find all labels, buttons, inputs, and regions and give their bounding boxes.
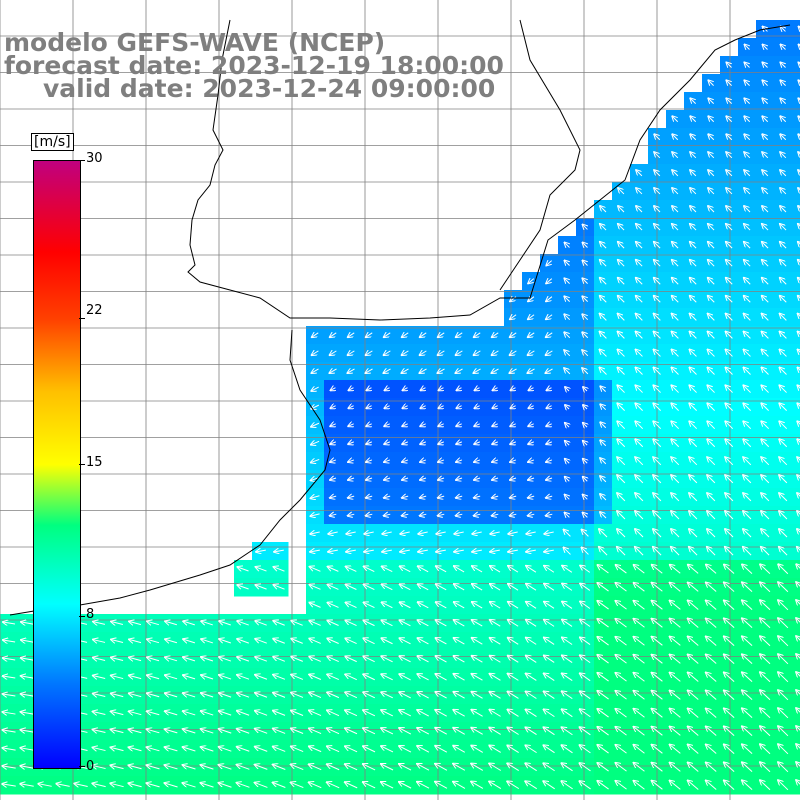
wind-speed-cell xyxy=(792,92,800,111)
wind-vector xyxy=(744,98,751,105)
wind-speed-cell xyxy=(792,686,800,705)
wind-speed-cell xyxy=(792,506,800,525)
wind-vector xyxy=(708,98,715,105)
wind-speed-cell xyxy=(792,560,800,579)
wind-vector xyxy=(798,62,800,67)
wind-speed-cell xyxy=(792,488,800,507)
wind-vector xyxy=(762,98,769,105)
wind-speed-cell xyxy=(792,20,800,39)
wind-speed-cell xyxy=(792,722,800,741)
wind-vector xyxy=(781,27,786,32)
wind-speed-cell xyxy=(792,272,800,291)
wind-vector xyxy=(780,62,785,67)
wind-speed-cell xyxy=(792,200,800,219)
wind-vector xyxy=(708,80,713,85)
wind-speed-cell xyxy=(792,164,800,183)
wind-speed-cell xyxy=(792,434,800,453)
wind-speed-cell xyxy=(792,74,800,93)
wind-vector xyxy=(708,116,715,123)
colorbar-tick xyxy=(79,616,85,617)
colorbar-label-22: 22 xyxy=(86,303,103,318)
wind-speed-cell xyxy=(792,740,800,759)
colorbar-tick xyxy=(79,766,85,767)
wind-speed-cell xyxy=(792,146,800,165)
wind-vector xyxy=(744,80,749,85)
wind-speed-cell xyxy=(792,236,800,255)
wind-speed-cell xyxy=(792,596,800,615)
wind-speed-cell xyxy=(792,632,800,651)
colorbar-tick xyxy=(79,318,85,319)
colorbar-label-30: 30 xyxy=(86,151,103,166)
wind-vector xyxy=(799,45,800,50)
wind-vector xyxy=(780,98,787,105)
wind-vector xyxy=(762,80,767,85)
wind-speed-cell xyxy=(792,254,800,273)
wind-speed-cell xyxy=(792,614,800,633)
wind-vector xyxy=(745,45,750,50)
wind-vector xyxy=(744,62,749,67)
colorbar-label-8: 8 xyxy=(86,607,95,622)
wind-vector xyxy=(780,116,787,123)
wind-vector xyxy=(798,98,800,103)
wind-vector xyxy=(780,80,785,85)
wind-speed-cell xyxy=(792,326,800,345)
wind-speed-cell xyxy=(792,182,800,201)
wind-speed-cell xyxy=(792,380,800,399)
colorbar-label-0: 0 xyxy=(86,759,95,774)
wind-speed-cell xyxy=(792,668,800,687)
colorbar-tick xyxy=(79,464,85,465)
wind-vector xyxy=(654,134,661,141)
colorbar-label-15: 15 xyxy=(86,455,103,470)
wind-vector xyxy=(799,27,800,32)
wind-speed-cell xyxy=(792,416,800,435)
wind-vector xyxy=(726,116,733,123)
colorbar-tick xyxy=(79,160,85,161)
wind-speed-cell xyxy=(792,56,800,75)
wind-speed-cell xyxy=(792,578,800,597)
wind-vector xyxy=(781,45,786,50)
wind-speed-cell xyxy=(792,470,800,489)
valid-date: valid date: 2023-12-24 09:00:00 xyxy=(43,74,496,103)
wind-vector xyxy=(690,98,697,105)
wind-speed-cell xyxy=(792,758,800,777)
wind-speed-cell xyxy=(792,128,800,147)
wind-speed-cell xyxy=(792,38,800,57)
wind-speed-cell xyxy=(792,650,800,669)
wind-speed-cell xyxy=(792,524,800,543)
wind-vector xyxy=(744,116,751,123)
wind-speed-cell xyxy=(792,776,800,795)
wind-speed-cells xyxy=(0,20,800,795)
colorbar-gradient xyxy=(34,161,80,768)
wind-speed-cell xyxy=(792,344,800,363)
wind-speed-cell xyxy=(792,704,800,723)
wind-vector xyxy=(762,62,767,67)
wind-vector xyxy=(726,62,731,67)
wind-vector xyxy=(798,80,800,85)
wind-speed-cell xyxy=(792,452,800,471)
wind-speed-cell xyxy=(792,110,800,129)
colorbar xyxy=(33,160,81,769)
wind-speed-cell xyxy=(792,542,800,561)
wind-speed-cell xyxy=(792,308,800,327)
wind-vector xyxy=(672,116,679,123)
wind-speed-cell xyxy=(792,218,800,237)
wind-vector xyxy=(726,80,731,85)
wind-vector xyxy=(763,45,768,50)
wind-speed-cell xyxy=(792,290,800,309)
wind-vector xyxy=(762,116,769,123)
colorbar-unit: [m/s] xyxy=(31,133,74,151)
wind-vector xyxy=(690,116,697,123)
wind-vector xyxy=(798,116,800,121)
wind-vector xyxy=(726,98,733,105)
